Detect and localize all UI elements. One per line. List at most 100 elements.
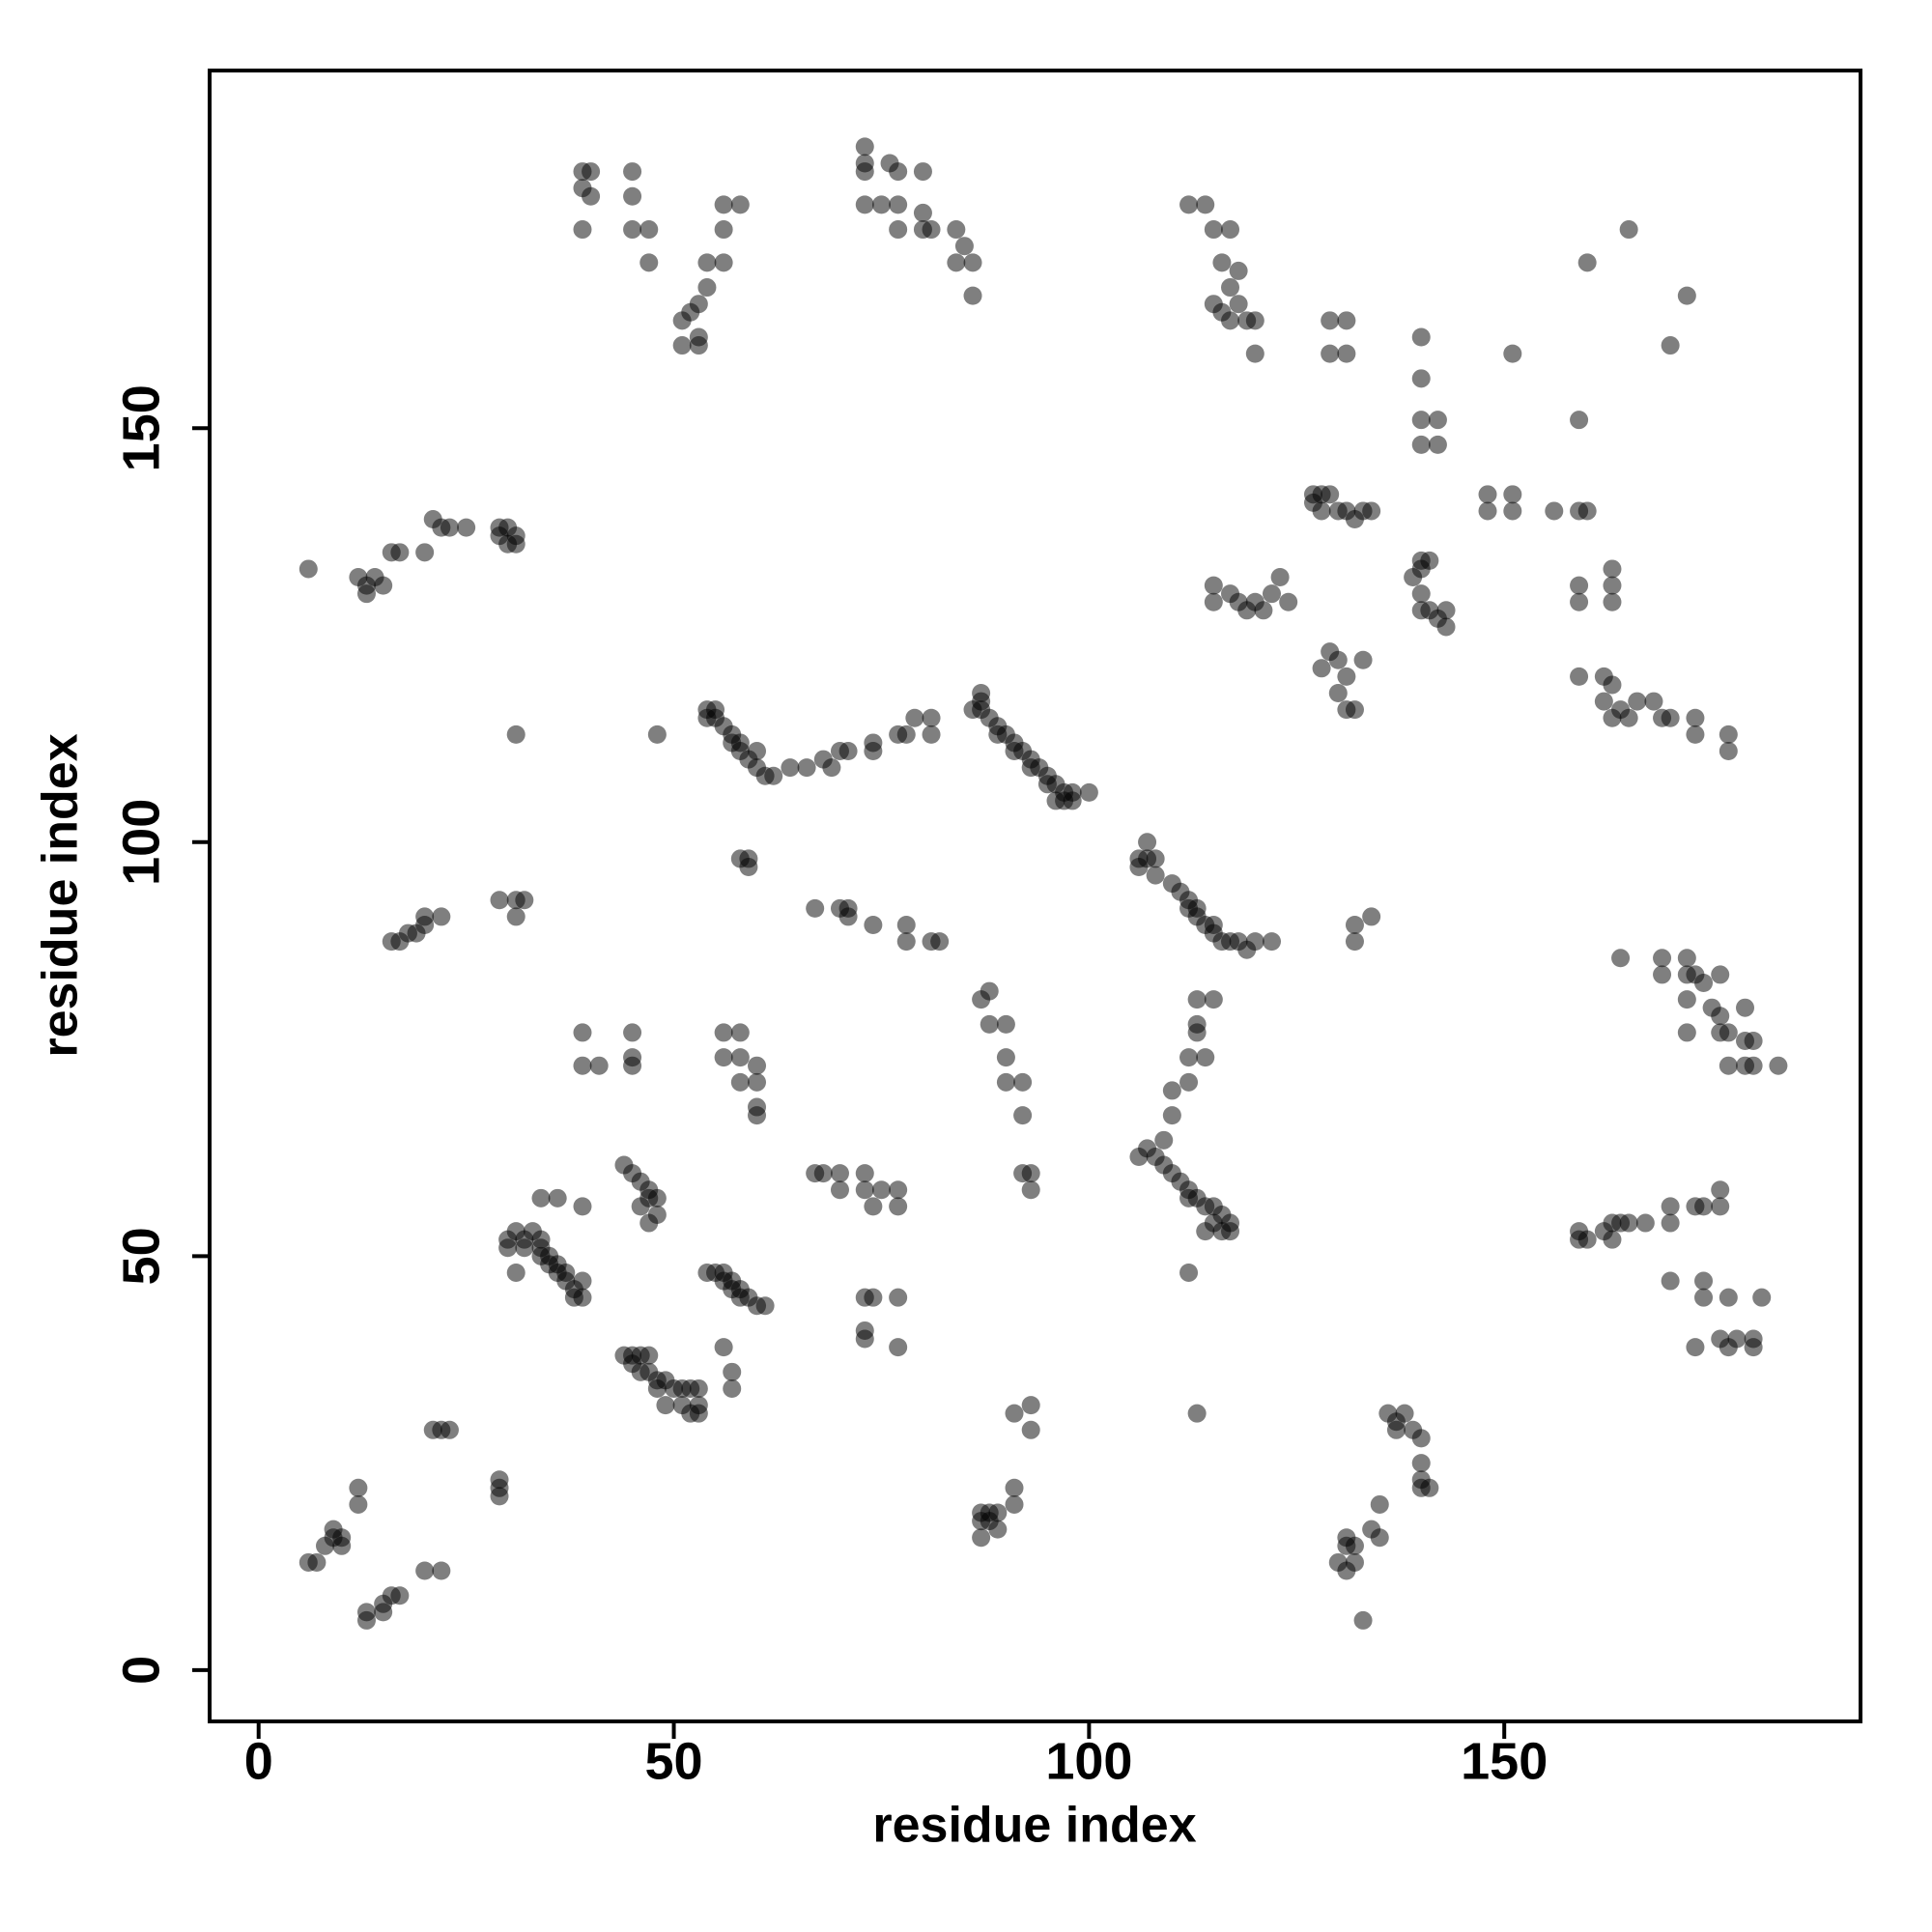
- point: [672, 336, 692, 355]
- point: [1055, 791, 1074, 810]
- point: [1196, 195, 1215, 214]
- point: [647, 1378, 667, 1398]
- point: [723, 1378, 742, 1398]
- point: [1395, 1404, 1414, 1423]
- point: [1603, 592, 1622, 611]
- point: [1005, 1404, 1024, 1423]
- point: [889, 195, 908, 214]
- point: [1229, 295, 1248, 314]
- point: [889, 1197, 908, 1216]
- point: [755, 1296, 775, 1316]
- point: [830, 1164, 849, 1183]
- point: [1677, 949, 1696, 968]
- point: [639, 253, 659, 272]
- point: [1221, 1222, 1240, 1241]
- point: [922, 708, 941, 727]
- point: [623, 1056, 642, 1075]
- point: [1661, 1271, 1680, 1291]
- point: [1321, 485, 1340, 504]
- point: [1677, 1023, 1696, 1042]
- point: [748, 1072, 767, 1092]
- point: [374, 1603, 393, 1622]
- point: [1013, 1106, 1033, 1125]
- point: [1179, 195, 1199, 214]
- point: [864, 915, 883, 934]
- point: [1611, 949, 1631, 968]
- point: [415, 907, 435, 926]
- point: [1420, 551, 1439, 570]
- point: [298, 559, 318, 579]
- point: [988, 1520, 1008, 1539]
- point: [1661, 1213, 1680, 1233]
- point: [1129, 1147, 1149, 1166]
- point: [1744, 1338, 1763, 1357]
- point: [1362, 501, 1381, 521]
- point: [1411, 584, 1431, 604]
- point: [730, 1048, 750, 1067]
- point: [748, 1056, 767, 1075]
- point: [838, 907, 858, 926]
- point: [1270, 568, 1290, 587]
- point: [1337, 311, 1356, 330]
- point: [1021, 1396, 1040, 1415]
- point: [390, 1586, 410, 1605]
- point: [1711, 1007, 1730, 1026]
- point: [1362, 907, 1381, 926]
- point: [1694, 1197, 1714, 1216]
- point: [714, 1048, 733, 1067]
- point: [889, 220, 908, 240]
- point: [623, 220, 642, 240]
- point: [1619, 708, 1638, 727]
- point: [1221, 278, 1240, 298]
- point: [1711, 1180, 1730, 1200]
- point: [996, 1014, 1015, 1034]
- point: [689, 1378, 708, 1398]
- point: [1570, 592, 1589, 611]
- point: [1719, 724, 1738, 744]
- point: [764, 766, 783, 785]
- point: [1752, 1288, 1772, 1307]
- point: [307, 1552, 327, 1572]
- point: [1212, 253, 1232, 272]
- point: [506, 907, 526, 926]
- point: [1411, 1429, 1431, 1448]
- point: [1653, 949, 1672, 968]
- point: [1411, 1454, 1431, 1473]
- point: [855, 162, 874, 182]
- point: [730, 195, 750, 214]
- point: [896, 915, 916, 934]
- point: [1370, 1494, 1389, 1514]
- point: [855, 1329, 874, 1349]
- point: [864, 742, 883, 761]
- point: [1478, 501, 1497, 521]
- point: [1386, 1420, 1406, 1439]
- point: [855, 195, 874, 214]
- point: [905, 708, 924, 727]
- point: [1570, 667, 1589, 686]
- point: [1138, 833, 1157, 852]
- point: [1337, 1561, 1356, 1580]
- point: [1736, 998, 1755, 1017]
- point: [1661, 336, 1680, 355]
- point: [432, 1561, 451, 1580]
- point: [896, 724, 916, 744]
- point: [1021, 1420, 1040, 1439]
- point: [1345, 932, 1364, 952]
- point: [582, 186, 601, 206]
- point: [1179, 1263, 1199, 1282]
- point: [689, 336, 708, 355]
- point: [930, 932, 950, 952]
- point: [623, 162, 642, 182]
- point: [1719, 742, 1738, 761]
- point: [1162, 1081, 1181, 1100]
- point: [1345, 700, 1364, 720]
- point: [1635, 1213, 1655, 1233]
- point: [1254, 601, 1273, 620]
- point: [1187, 990, 1207, 1009]
- point: [1321, 311, 1340, 330]
- point: [1577, 253, 1597, 272]
- point: [1694, 973, 1714, 992]
- point: [1154, 1130, 1174, 1150]
- point: [1503, 344, 1522, 363]
- point: [548, 1188, 567, 1208]
